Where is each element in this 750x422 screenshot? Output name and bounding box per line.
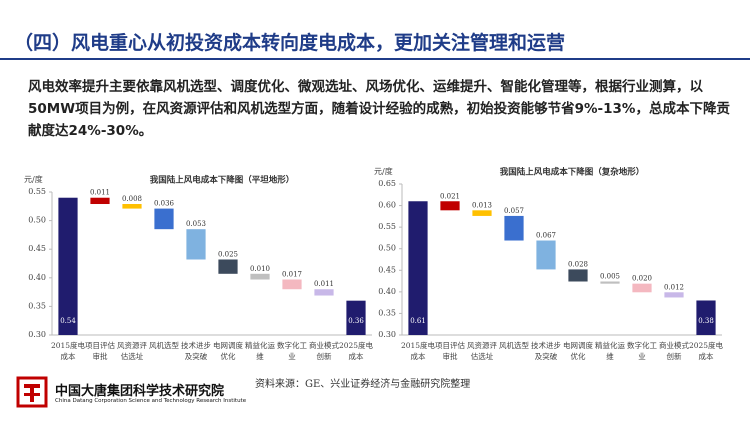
value-label: 0.005 [600, 273, 620, 281]
value-label: 0.61 [410, 317, 426, 325]
body-text: 风电效率提升主要依靠风机选型、调度优化、微观选址、风场优化、运维提升、智能化管理… [28, 79, 730, 139]
y-tick-label: 0.55 [378, 222, 396, 231]
logo-name: 中国大唐集团科学技术研究院 [55, 384, 225, 399]
y-tick-label: 0.30 [378, 330, 396, 339]
x-tick-label: 风机选型 [149, 341, 179, 350]
value-label: 0.067 [536, 232, 556, 240]
x-tick-label: 2025度电成本 [338, 341, 374, 361]
x-tick-label: 项目评估审批 [435, 341, 465, 361]
value-label: 0.020 [632, 275, 652, 283]
value-label: 0.010 [250, 265, 270, 273]
y-tick-label: 0.50 [28, 216, 46, 225]
y-tick-label: 0.55 [28, 187, 46, 196]
x-tick-label: 电网调度优化 [563, 341, 593, 361]
x-tick-label: 精益化运维 [595, 341, 625, 361]
y-tick-label: 0.35 [378, 308, 396, 317]
value-label: 0.008 [122, 195, 142, 203]
x-tick-label: 技术进步及突破 [181, 341, 211, 361]
x-tick-label: 项目评估审批 [85, 341, 115, 361]
bar [154, 208, 174, 230]
x-tick-label: 数字化工业 [627, 341, 657, 361]
bar [282, 279, 302, 290]
bar [346, 300, 366, 335]
x-tick-label: 精益化运维 [245, 341, 275, 361]
bar [408, 201, 428, 335]
x-tick-label: 风资源评估选址 [467, 341, 497, 361]
value-label: 0.012 [664, 283, 684, 291]
value-label: 0.017 [282, 271, 302, 279]
bar [536, 240, 556, 270]
y-tick-label: 0.45 [28, 244, 46, 253]
title-rule [0, 58, 750, 60]
value-label: 0.057 [504, 207, 524, 215]
y-axis-label: 元/度 [24, 174, 43, 184]
source-note: 资料来源：GE、兴业证券经济与金融研究院整理 [255, 379, 471, 390]
x-tick-label: 技术进步及突破 [531, 341, 561, 361]
value-label: 0.053 [186, 220, 206, 228]
value-label: 0.011 [90, 189, 110, 197]
y-tick-label: 0.35 [28, 301, 46, 310]
y-tick-label: 0.50 [378, 244, 396, 253]
y-tick-label: 0.30 [28, 330, 46, 339]
value-label: 0.021 [440, 192, 460, 200]
bar [600, 281, 620, 284]
value-label: 0.036 [154, 200, 175, 208]
y-axis-label: 元/度 [374, 166, 393, 176]
value-label: 0.028 [568, 260, 588, 268]
bar [122, 204, 142, 209]
bar [90, 197, 110, 205]
chart-title: 我国陆上风电成本下降图（复杂地形） [500, 167, 645, 178]
bar [186, 229, 206, 260]
y-tick-label: 0.40 [28, 273, 46, 282]
x-tick-label: 2015度电成本 [50, 341, 86, 361]
bar [314, 289, 334, 296]
value-label: 0.013 [472, 201, 492, 209]
value-label: 0.54 [60, 317, 76, 325]
value-label: 0.38 [698, 317, 714, 325]
bar [472, 210, 492, 216]
bar [440, 201, 460, 211]
y-tick-label: 0.65 [378, 179, 396, 188]
x-tick-label: 数字化工业 [277, 341, 307, 361]
logo-name-en: China Datang Corporation Science and Tec… [55, 398, 247, 404]
y-tick-label: 0.45 [378, 265, 396, 274]
slide-title: （四）风电重心从初投资成本转向度电成本，更加关注管理和运营 [14, 32, 566, 54]
chart-title: 我国陆上风电成本下降图（平坦地形） [150, 175, 295, 186]
bar [568, 269, 588, 282]
x-tick-label: 风资源评估选址 [117, 341, 147, 361]
bar [632, 283, 652, 293]
y-tick-label: 0.60 [378, 201, 396, 210]
bar [664, 292, 684, 298]
y-tick-label: 0.40 [378, 287, 396, 296]
bar [696, 300, 716, 335]
bar [58, 197, 78, 335]
x-tick-label: 电网调度优化 [213, 341, 243, 361]
x-tick-label: 商业模式创新 [659, 341, 689, 361]
logo-icon [16, 376, 48, 408]
x-tick-label: 2015度电成本 [400, 341, 436, 361]
x-tick-label: 商业模式创新 [309, 341, 339, 361]
value-label: 0.025 [218, 250, 238, 258]
x-tick-label: 2025度电成本 [688, 341, 724, 361]
bar [504, 215, 524, 241]
bar [250, 273, 270, 280]
x-tick-label: 风机选型 [499, 341, 529, 350]
value-label: 0.011 [314, 280, 334, 288]
bar [218, 259, 238, 274]
value-label: 0.36 [348, 317, 364, 325]
